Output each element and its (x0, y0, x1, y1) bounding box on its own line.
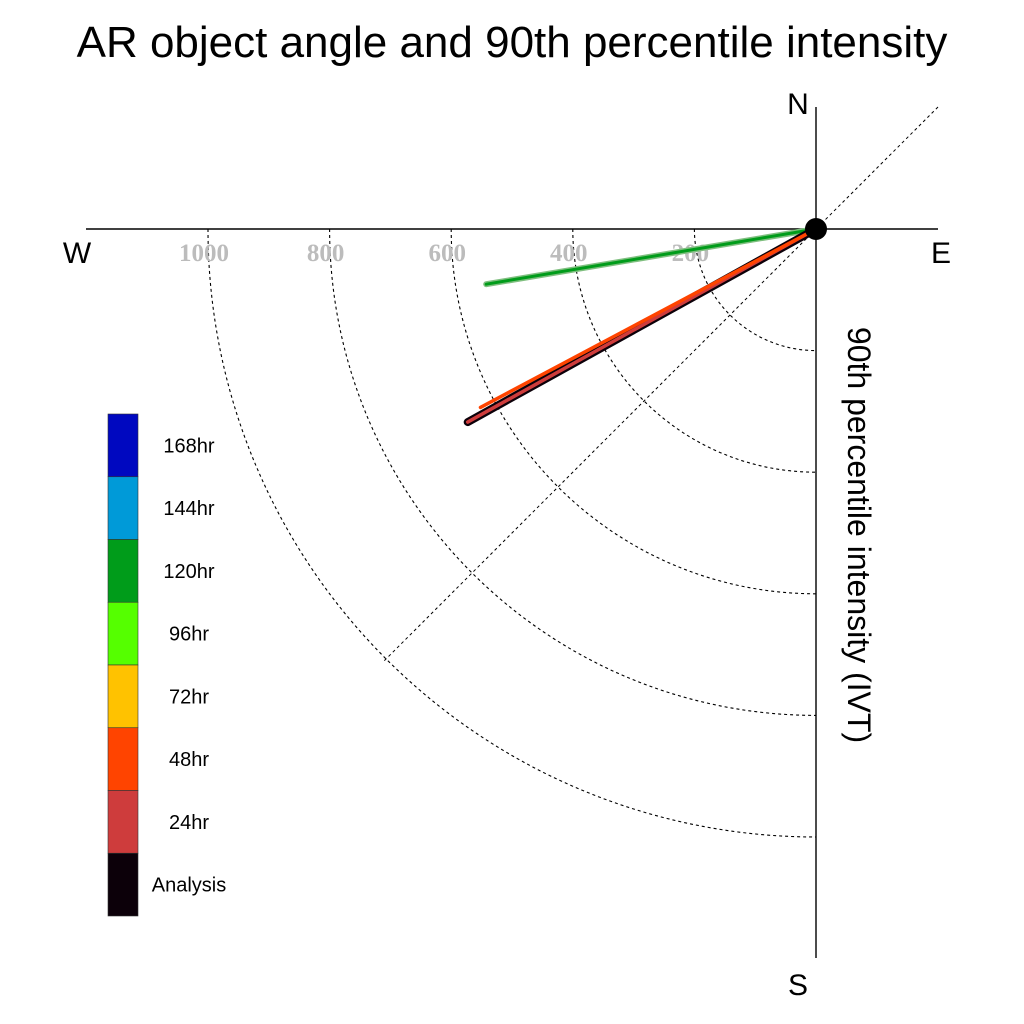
compass-axes (86, 106, 939, 958)
legend-swatch-120hr (107, 539, 139, 603)
intensity-axis-title: 90th percentile intensity (IVT) (841, 327, 877, 743)
legend-label-48hr: 48hr (169, 749, 209, 771)
ring-label-400: 400 (550, 240, 588, 267)
legend-swatch-96hr (107, 601, 139, 666)
legend-label-168hr: 168hr (163, 435, 214, 457)
legend-swatch-144hr (107, 476, 139, 540)
legend-label-24hr: 24hr (169, 812, 209, 834)
vector-48hr (478, 227, 818, 410)
legend-swatch-72hr (107, 664, 139, 729)
legend-label-analysis: Analysis (152, 875, 226, 897)
legend-label-144hr: 144hr (163, 498, 214, 520)
ring-200 (693, 228, 817, 352)
ring-800 (329, 228, 817, 716)
legend-swatch-analysis (107, 852, 139, 917)
ring-label-600: 600 (428, 240, 466, 267)
legend-swatch-168hr (107, 413, 139, 478)
legend-label-72hr: 72hr (169, 686, 209, 708)
ring-1000 (207, 228, 817, 838)
vector-120hr (484, 227, 818, 286)
legend: 168hr 144hr 120hr 96hr 72hr 48hr 24hr Analysis (107, 413, 226, 917)
compass-north-label: N (787, 88, 809, 121)
legend-swatch-48hr (107, 727, 139, 791)
legend-swatch-24hr (107, 790, 139, 854)
ring-label-1000: 1000 (179, 240, 229, 267)
legend-label-96hr: 96hr (169, 624, 209, 646)
compass-south-label: S (788, 969, 808, 1002)
ring-label-800: 800 (307, 240, 345, 267)
diagonal-guide (383, 106, 939, 662)
compass-east-label: E (931, 237, 951, 270)
radial-rings (207, 228, 817, 838)
origin-marker (805, 218, 827, 240)
compass-west-label: W (63, 237, 92, 270)
ring-600 (450, 228, 817, 595)
vector-series (463, 218, 827, 427)
chart-title: AR object angle and 90th percentile inte… (77, 18, 948, 67)
ring-400 (572, 228, 817, 473)
legend-label-120hr: 120hr (163, 561, 214, 583)
